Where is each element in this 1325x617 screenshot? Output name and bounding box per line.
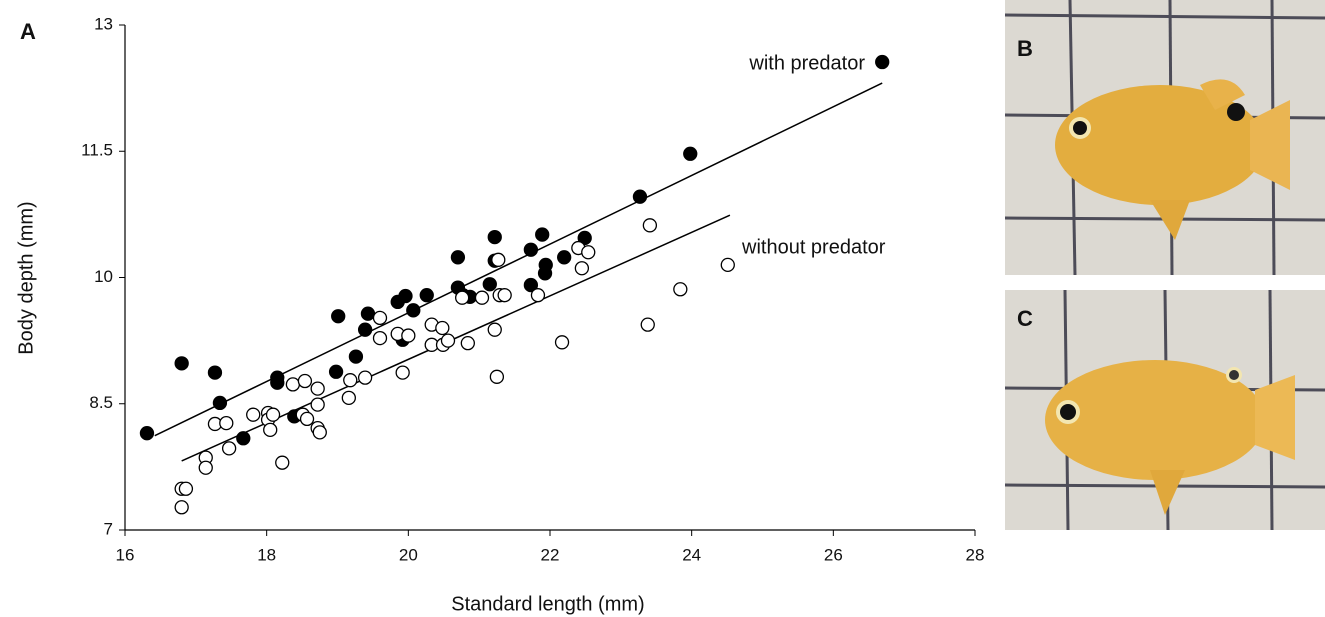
point — [683, 146, 698, 161]
fit-line — [154, 82, 883, 437]
x-tick-label: 22 — [541, 545, 560, 564]
y-tick-label: 10 — [94, 267, 113, 286]
y-tick-label: 8.5 — [89, 393, 113, 412]
point — [310, 381, 325, 396]
point — [139, 426, 155, 441]
point — [174, 356, 189, 371]
point — [357, 322, 373, 337]
point — [632, 189, 648, 204]
x-axis-label: Standard length (mm) — [451, 593, 644, 615]
point — [642, 218, 658, 233]
point — [265, 407, 281, 422]
point — [581, 245, 596, 260]
point — [487, 322, 502, 337]
point — [401, 328, 416, 343]
point — [535, 227, 550, 242]
point — [406, 303, 421, 318]
panel-label: A — [20, 19, 36, 44]
point — [343, 373, 358, 388]
point — [219, 415, 234, 431]
point — [207, 365, 223, 380]
point — [523, 277, 539, 293]
point — [497, 288, 512, 303]
point — [360, 306, 376, 321]
point — [450, 250, 466, 265]
point — [489, 369, 505, 384]
point — [460, 335, 475, 351]
point — [357, 370, 373, 385]
point — [455, 290, 470, 305]
point — [178, 481, 194, 496]
point — [720, 257, 735, 273]
point — [640, 317, 655, 332]
point — [328, 364, 344, 379]
point — [487, 229, 502, 245]
point — [538, 257, 553, 273]
panel-label: C — [1017, 306, 1033, 331]
point — [331, 309, 346, 324]
point — [419, 288, 434, 303]
point — [275, 455, 290, 470]
point — [312, 425, 327, 440]
series-label: with predator — [748, 52, 865, 74]
point — [440, 333, 456, 348]
point — [491, 252, 506, 267]
point — [299, 411, 315, 427]
point — [263, 422, 278, 437]
point — [554, 335, 570, 350]
point — [398, 288, 413, 304]
point — [530, 288, 546, 303]
y-tick-label: 13 — [94, 14, 113, 33]
point — [310, 397, 325, 412]
point — [348, 349, 364, 364]
x-tick-label: 20 — [399, 545, 418, 564]
point — [341, 390, 356, 406]
y-tick-label: 11.5 — [81, 141, 113, 160]
point — [198, 460, 213, 475]
point — [474, 290, 490, 305]
point — [523, 242, 539, 257]
y-tick-label: 7 — [104, 519, 113, 538]
point — [285, 377, 301, 392]
point — [482, 277, 497, 292]
point — [574, 261, 590, 276]
point — [270, 375, 285, 390]
point — [221, 441, 237, 456]
photo-b: B — [1004, 0, 1325, 276]
point — [435, 320, 450, 336]
x-tick-label: 26 — [824, 545, 843, 564]
x-tick-label: 18 — [257, 545, 276, 564]
point — [174, 500, 189, 515]
x-tick-label: 16 — [116, 545, 135, 564]
point — [557, 250, 572, 265]
x-tick-label: 24 — [682, 545, 701, 564]
point — [246, 407, 261, 422]
series-label: without predator — [741, 236, 886, 258]
point — [875, 54, 890, 70]
point — [395, 365, 410, 380]
point — [212, 395, 228, 411]
point — [577, 230, 592, 246]
y-axis-label: Body depth (mm) — [15, 201, 37, 354]
panel-label: B — [1017, 36, 1033, 61]
point — [372, 330, 388, 346]
point — [673, 282, 688, 297]
point — [297, 373, 313, 389]
point — [372, 310, 388, 326]
x-tick-label: 28 — [966, 545, 985, 564]
photo-c: C — [1004, 289, 1325, 531]
